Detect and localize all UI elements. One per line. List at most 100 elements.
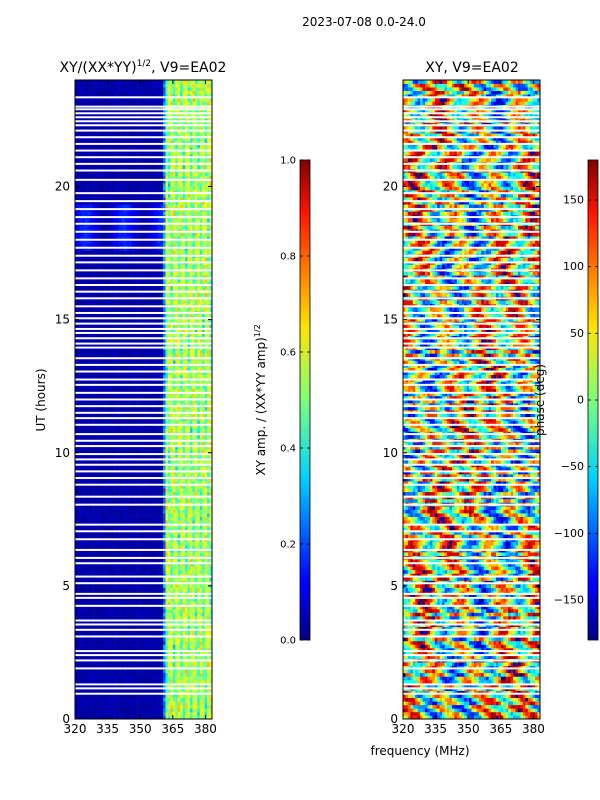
amplitude-cell: [104, 704, 108, 709]
amplitude-cell: [182, 435, 186, 439]
amplitude-cell: [128, 697, 132, 702]
amplitude-cell: [97, 399, 100, 404]
amplitude-cell: [136, 662, 139, 667]
amplitude-cell: [150, 491, 154, 496]
amplitude-cell: [187, 456, 191, 461]
amplitude-cell: [92, 413, 95, 418]
amplitude-cell: [165, 637, 169, 642]
amplitude-cell: [163, 605, 166, 610]
amplitude-cell: [207, 523, 210, 528]
amplitude-cell: [182, 545, 186, 549]
amplitude-cell: [94, 520, 98, 525]
amplitude-cell: [104, 676, 108, 681]
amplitude-cell: [167, 545, 171, 549]
amplitude-cell: [167, 605, 171, 610]
amplitude-cell: [121, 715, 125, 720]
amplitude-cell: [187, 694, 191, 698]
amplitude-cell: [202, 612, 205, 617]
amplitude-cell: [153, 626, 157, 631]
amplitude-cell: [131, 612, 135, 617]
amplitude-cell: [145, 708, 149, 713]
amplitude-cell: [158, 676, 161, 681]
amplitude-cell: [185, 669, 188, 674]
amplitude-cell: [192, 584, 196, 588]
amplitude-cell: [97, 552, 100, 556]
amplitude-cell: [119, 427, 122, 432]
amplitude-cell: [155, 683, 159, 688]
amplitude-cell: [126, 530, 130, 535]
amplitude-cell: [207, 509, 210, 514]
amplitude-cell: [143, 584, 147, 588]
amplitude-cell: [123, 711, 127, 716]
amplitude-cell: [163, 697, 166, 702]
amplitude-cell: [121, 484, 125, 489]
amplitude-cell: [94, 420, 98, 425]
amplitude-cell: [189, 701, 193, 706]
amplitude-cell: [116, 701, 120, 706]
amplitude-cell: [204, 587, 208, 592]
amplitude-cell: [165, 608, 169, 613]
amplitude-cell: [119, 516, 122, 521]
amplitude-cell: [94, 701, 98, 706]
amplitude-cell: [92, 456, 95, 461]
amplitude-cell: [114, 640, 117, 645]
amplitude-cell: [119, 605, 122, 610]
amplitude-cell: [153, 498, 157, 503]
amplitude-cell: [209, 630, 213, 635]
amplitude-cell: [189, 669, 193, 674]
amplitude-cell: [119, 509, 122, 514]
amplitude-cell: [165, 577, 169, 581]
amplitude-cell: [180, 672, 183, 677]
amplitude-cell: [119, 577, 122, 581]
amplitude-cell: [75, 562, 78, 567]
amplitude-cell: [182, 459, 186, 464]
amplitude-cell: [75, 569, 78, 574]
amplitude-cell: [155, 413, 159, 418]
amplitude-cell: [194, 445, 198, 450]
amplitude-cell: [165, 679, 169, 684]
amplitude-cell: [94, 527, 98, 532]
amplitude-cell: [197, 413, 201, 418]
amplitude-cell: [138, 584, 142, 588]
amplitude-cell: [141, 594, 144, 599]
amplitude-cell: [175, 449, 179, 454]
amplitude-cell: [182, 708, 186, 713]
amplitude-cell: [150, 584, 154, 588]
amplitude-cell: [177, 413, 181, 418]
amplitude-cell: [116, 573, 120, 578]
amplitude-cell: [82, 520, 86, 525]
amplitude-cell: [79, 651, 83, 656]
amplitude-cell: [163, 559, 166, 564]
amplitude-cell: [197, 509, 201, 514]
amplitude-cell: [77, 442, 81, 446]
amplitude-cell: [77, 562, 81, 567]
amplitude-cell: [99, 481, 103, 485]
amplitude-cell: [158, 679, 161, 684]
amplitude-cell: [116, 669, 120, 674]
amplitude-cell: [99, 559, 103, 564]
amplitude-cell: [84, 403, 88, 407]
amplitude-cell: [75, 513, 78, 517]
amplitude-cell: [92, 562, 95, 567]
amplitude-cell: [170, 630, 174, 635]
amplitude-cell: [87, 509, 90, 514]
amplitude-cell: [138, 651, 142, 656]
amplitude-cell: [150, 516, 154, 521]
amplitude-cell: [175, 683, 179, 688]
amplitude-cell: [141, 676, 144, 681]
amplitude-cell: [145, 584, 149, 588]
amplitude-cell: [138, 541, 142, 546]
amplitude-cell: [199, 594, 203, 599]
amplitude-cell: [104, 662, 108, 667]
amplitude-cell: [167, 715, 171, 720]
amplitude-cell: [197, 435, 201, 439]
amplitude-cell: [204, 715, 208, 720]
amplitude-cell: [128, 406, 132, 411]
amplitude-cell: [165, 527, 169, 532]
amplitude-cell: [87, 577, 90, 581]
amplitude-cell: [84, 608, 88, 613]
amplitude-cell: [82, 552, 86, 556]
amplitude-cell: [150, 466, 154, 471]
amplitude-cell: [155, 637, 159, 642]
amplitude-cell: [128, 445, 132, 450]
